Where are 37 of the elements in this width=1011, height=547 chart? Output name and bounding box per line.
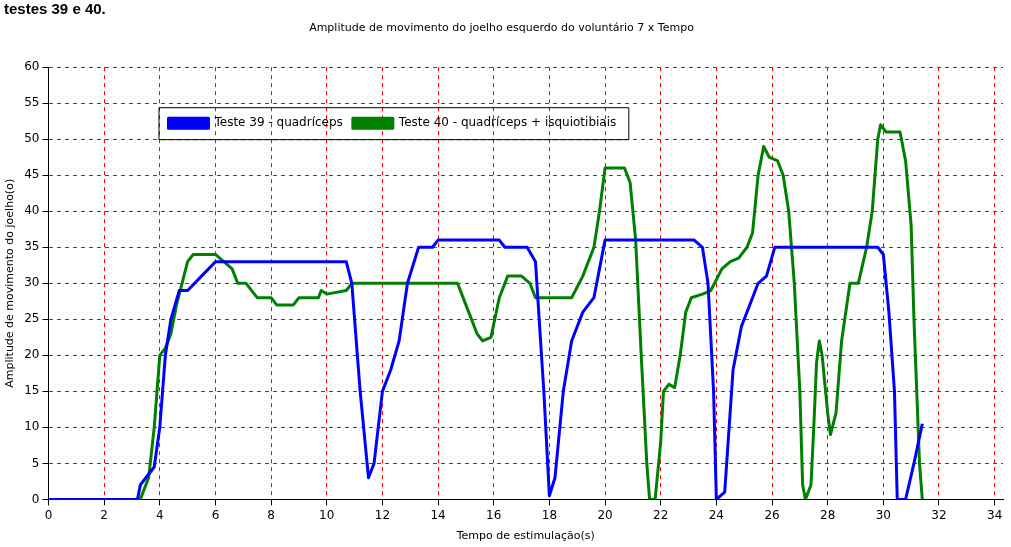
x-tick-label: 6 [211,507,220,522]
x-axis-title: Tempo de estimulação(s) [455,529,595,543]
y-tick-label: 45 [24,167,40,182]
y-tick-label: 25 [24,311,40,326]
x-tick-label: 16 [486,507,502,522]
x-tick-label: 4 [155,507,164,522]
y-tick-label: 5 [31,455,40,470]
y-tick-label: 10 [24,419,40,434]
y-tick-label: 40 [24,203,40,218]
y-tick-label: 50 [24,131,40,146]
y-tick-label: 35 [24,239,40,254]
x-tick-label: 26 [764,507,780,522]
x-tick-label: 12 [374,507,391,522]
x-tick-label: 34 [987,507,1003,522]
x-tick-label: 20 [597,507,613,522]
x-tick-label: 10 [319,507,335,522]
x-tick-label: 2 [100,507,108,522]
y-tick-label: 30 [24,275,40,290]
y-tick-label: 20 [24,347,40,362]
x-tick-label: 14 [430,507,446,522]
x-tick-label: 28 [820,507,836,522]
x-tick-label: 0 [44,507,53,522]
legend-label: Teste 40 - quadríceps + isquiotibiais [397,115,617,130]
y-tick-label: 55 [24,95,40,110]
x-tick-label: 18 [541,507,558,522]
y-tick-label: 60 [24,59,40,74]
chart-title: Amplitude de movimento do joelho esquerdo do voluntário 7 x Tempo [309,21,695,35]
x-tick-label: 30 [875,507,891,522]
y-tick-label: 0 [31,491,40,506]
x-tick-label: 24 [708,507,724,522]
y-tick-label: 15 [24,383,40,398]
y-axis-title: Amplitude de movimento do joelho(o) [3,178,17,388]
legend-label: Teste 39 - quadríceps [213,115,343,130]
x-tick-label: 32 [931,507,947,522]
text: testes 39 e 40. [4,0,106,17]
x-tick-label: 8 [267,507,275,522]
x-tick-label: 22 [653,507,669,522]
